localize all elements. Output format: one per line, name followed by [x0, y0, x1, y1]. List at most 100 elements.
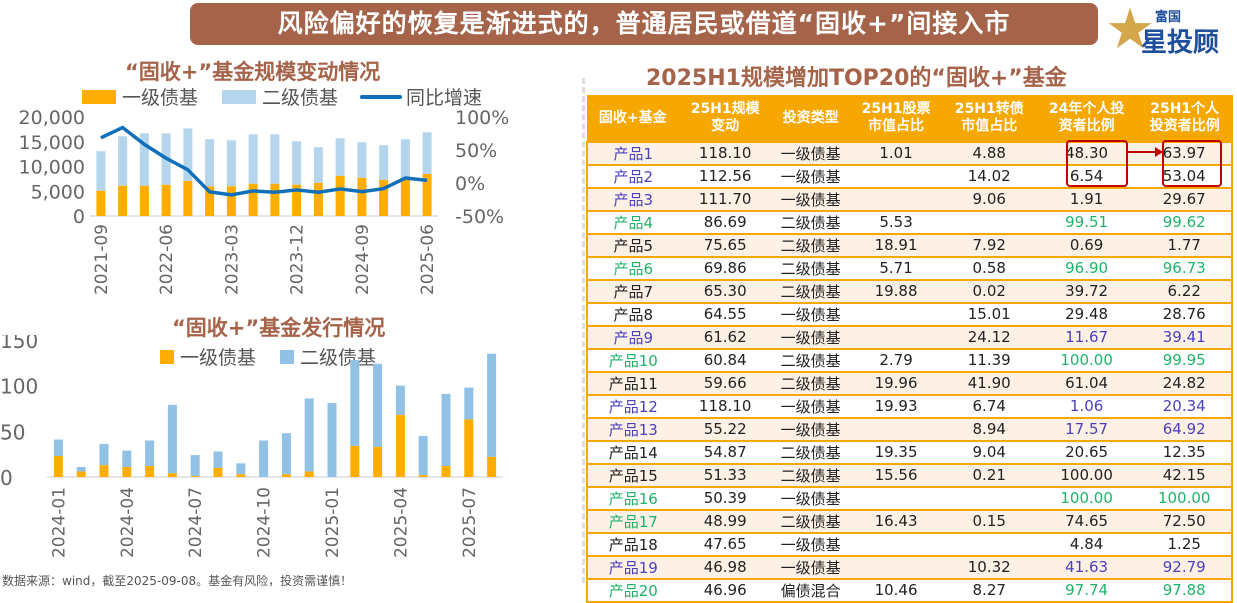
bar-first-level [373, 446, 383, 477]
table-cell: 1.77 [1137, 232, 1233, 258]
legend-label: 一级债基 [122, 87, 198, 109]
bar-second-level [395, 385, 405, 415]
table-cell: 0.02 [942, 278, 1036, 304]
bar-first-level [96, 190, 106, 216]
table-cell: 1.25 [1137, 531, 1233, 557]
table-cell: 111.70 [678, 186, 772, 212]
bar-first-level [422, 173, 432, 216]
table-row: 产品9 61.62 一级债基 24.12 11.67 39.41 [586, 324, 1233, 350]
bar-first-level [292, 184, 302, 216]
table-row: 产品4 86.69 二级债基 5.53 99.51 99.62 [586, 209, 1233, 235]
star-icon: ★ [1105, 0, 1156, 62]
table-cell [849, 554, 943, 580]
table-cell: 产品2 [586, 163, 679, 189]
table-cell: 二级债基 [771, 209, 850, 235]
table-row: 产品13 55.22 一级债基 8.94 17.57 64.92 [586, 416, 1233, 442]
bar-second-level [167, 404, 177, 474]
table-cell: 5.53 [849, 209, 943, 235]
table-cell: 二级债基 [771, 347, 850, 373]
y-tick-label: 100 [0, 375, 38, 399]
table-row: 产品3 111.70 一级债基 9.06 1.91 29.67 [586, 186, 1233, 212]
table-cell: 20.34 [1137, 393, 1233, 419]
column-header: 25H1个人 投资者比例 [1136, 95, 1233, 142]
table-cell: 8.94 [942, 416, 1036, 442]
column-header: 25H1股票 市值占比 [848, 95, 944, 142]
bar-first-level [76, 471, 86, 477]
table-row: 产品1 118.10 一级债基 1.01 4.88 48.30 63.97 [586, 140, 1233, 166]
table-cell: 1.91 [1035, 186, 1138, 212]
y2-tick-label: 100% [455, 107, 509, 129]
table-cell: 48.30 [1035, 140, 1138, 166]
table-row: 产品5 75.65 二级债基 18.91 7.92 0.69 1.77 [586, 232, 1233, 258]
y-tick-label: 0 [0, 466, 13, 490]
bar-second-level [76, 466, 86, 472]
bar-first-level [213, 467, 223, 477]
table-cell: 产品11 [586, 370, 679, 396]
legend-label: 二级债基 [262, 87, 338, 109]
table-cell: 47.65 [678, 531, 772, 557]
table-cell: 二级债基 [771, 278, 850, 304]
bar-second-level [327, 403, 337, 477]
bar-second-level [183, 128, 193, 181]
table-cell: 产品6 [586, 255, 679, 281]
table-cell: 一级债基 [771, 485, 850, 511]
y-tick-label: 10,000 [19, 157, 85, 179]
table-cell: 产品8 [586, 301, 679, 327]
bar-second-level [248, 134, 258, 184]
table-row: 产品2 112.56 一级债基 14.02 6.54 53.04 [586, 163, 1233, 189]
bar-first-level [190, 476, 200, 477]
table-cell: 5.71 [849, 255, 943, 281]
table-cell: 59.66 [678, 370, 772, 396]
x-tick-label: 2024-07 [186, 487, 206, 558]
table-cell: 一级债基 [771, 531, 850, 557]
table-cell: 100.00 [1035, 462, 1138, 488]
bar-first-level [357, 177, 367, 216]
chart1-title: “固收+”基金规模变动情况 [125, 60, 381, 84]
y2-tick-label: -50% [455, 206, 504, 228]
table-cell: 8.27 [942, 577, 1036, 603]
table-cell: 一级债基 [771, 393, 850, 419]
bar-first-level [226, 186, 236, 216]
table-cell: 15.56 [849, 462, 943, 488]
bar-second-level [226, 140, 236, 187]
legend-swatch [222, 90, 256, 104]
table-cell: 产品13 [586, 416, 679, 442]
bar-second-level [422, 132, 432, 174]
bar-first-level [395, 414, 405, 477]
bar-first-level [248, 183, 258, 216]
table-cell: 19.35 [849, 439, 943, 465]
x-tick-label: 2024-01 [49, 487, 69, 558]
highlight-box-24 [1066, 140, 1128, 187]
table-cell: 二级债基 [771, 370, 850, 396]
table-cell: 0.69 [1035, 232, 1138, 258]
bar-first-level [236, 474, 246, 477]
table-cell: 48.99 [678, 508, 772, 534]
bar-first-level [313, 182, 323, 216]
table-cell: 二级债基 [771, 508, 850, 534]
table-cell: 12.35 [1137, 439, 1233, 465]
section-divider [582, 78, 585, 583]
table-cell: 51.33 [678, 462, 772, 488]
table-cell [849, 163, 943, 189]
y-tick-label: 5,000 [31, 181, 85, 203]
bar-second-level [259, 440, 269, 477]
table-cell: 69.86 [678, 255, 772, 281]
table-row: 产品17 48.99 二级债基 16.43 0.15 74.65 72.50 [586, 508, 1233, 534]
column-header: 25H1转债 市值占比 [942, 95, 1037, 142]
table-row: 产品16 50.39 一级债基 100.00 100.00 [586, 485, 1233, 511]
y-tick-label: 150 [0, 335, 38, 353]
table-cell: 75.65 [678, 232, 772, 258]
bar-first-level [122, 466, 132, 477]
table-cell: 产品1 [586, 140, 679, 166]
bar-second-level [236, 463, 246, 475]
table-row: 产品15 51.33 二级债基 15.56 0.21 100.00 42.15 [586, 462, 1233, 488]
table-cell: 一级债基 [771, 186, 850, 212]
table-cell: 46.96 [678, 577, 772, 603]
table-cell: 0.58 [942, 255, 1036, 281]
table-cell: 二级债基 [771, 462, 850, 488]
y2-tick-label: 0% [455, 173, 485, 195]
bar-second-level [145, 440, 155, 467]
bar-second-level [190, 455, 200, 477]
table-row: 产品6 69.86 二级债基 5.71 0.58 96.90 96.73 [586, 255, 1233, 281]
table-cell: 17.57 [1035, 416, 1138, 442]
